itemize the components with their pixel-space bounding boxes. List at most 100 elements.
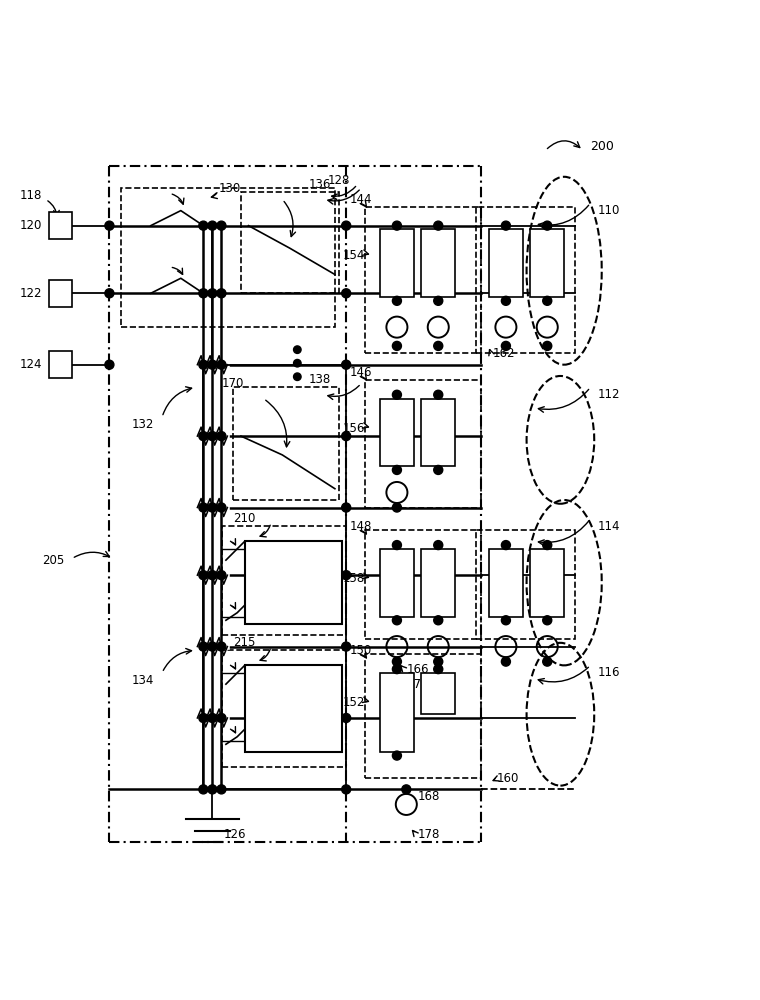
Text: 124: 124 bbox=[19, 358, 42, 371]
Text: 150: 150 bbox=[350, 644, 372, 657]
Text: 162: 162 bbox=[492, 347, 515, 360]
Circle shape bbox=[217, 785, 226, 794]
Circle shape bbox=[392, 665, 401, 674]
Text: 128: 128 bbox=[328, 174, 350, 187]
Bar bbox=[421, 229, 455, 297]
Bar bbox=[530, 549, 564, 617]
Circle shape bbox=[208, 432, 217, 441]
Circle shape bbox=[392, 616, 401, 625]
Circle shape bbox=[543, 341, 552, 350]
Text: 205: 205 bbox=[42, 554, 64, 567]
Circle shape bbox=[342, 289, 350, 298]
Circle shape bbox=[105, 360, 114, 369]
Circle shape bbox=[199, 503, 208, 512]
Text: 110: 110 bbox=[598, 204, 620, 217]
Text: 148: 148 bbox=[350, 520, 372, 533]
Circle shape bbox=[199, 360, 208, 369]
Circle shape bbox=[392, 465, 401, 474]
Circle shape bbox=[208, 503, 217, 512]
Circle shape bbox=[105, 289, 114, 298]
Circle shape bbox=[342, 360, 350, 369]
Text: 118: 118 bbox=[19, 189, 42, 202]
Circle shape bbox=[543, 657, 552, 666]
Bar bbox=[365, 207, 482, 353]
Circle shape bbox=[342, 571, 350, 580]
Circle shape bbox=[342, 221, 350, 230]
Bar bbox=[49, 280, 71, 307]
Text: 178: 178 bbox=[417, 828, 440, 841]
Circle shape bbox=[208, 289, 217, 298]
Circle shape bbox=[543, 296, 552, 305]
Circle shape bbox=[434, 665, 443, 674]
Circle shape bbox=[392, 503, 401, 512]
Text: 130: 130 bbox=[218, 182, 241, 195]
Bar bbox=[489, 229, 523, 297]
Bar bbox=[489, 549, 523, 617]
Text: 116: 116 bbox=[598, 666, 620, 679]
Circle shape bbox=[208, 642, 217, 651]
Circle shape bbox=[434, 541, 443, 550]
Bar bbox=[365, 654, 482, 778]
Bar bbox=[204, 365, 346, 789]
Bar bbox=[365, 380, 482, 508]
Circle shape bbox=[199, 713, 208, 722]
Bar bbox=[421, 673, 455, 714]
Text: 132: 132 bbox=[132, 418, 154, 431]
Text: 144: 144 bbox=[350, 193, 372, 206]
Text: 176: 176 bbox=[407, 678, 429, 691]
Bar bbox=[380, 399, 414, 466]
Circle shape bbox=[217, 642, 226, 651]
Bar bbox=[365, 530, 482, 639]
Circle shape bbox=[199, 785, 208, 794]
Circle shape bbox=[502, 221, 511, 230]
Circle shape bbox=[342, 785, 350, 794]
Circle shape bbox=[105, 221, 114, 230]
Circle shape bbox=[342, 713, 350, 722]
Text: 168: 168 bbox=[417, 790, 440, 803]
Text: 154: 154 bbox=[343, 249, 365, 262]
Circle shape bbox=[434, 657, 443, 666]
Text: 114: 114 bbox=[598, 520, 620, 533]
Circle shape bbox=[208, 713, 217, 722]
Circle shape bbox=[502, 616, 511, 625]
Text: 160: 160 bbox=[496, 772, 519, 785]
Circle shape bbox=[392, 221, 401, 230]
Text: 120: 120 bbox=[19, 219, 42, 232]
Text: 134: 134 bbox=[132, 674, 154, 687]
Bar bbox=[530, 229, 564, 297]
Circle shape bbox=[208, 785, 217, 794]
Circle shape bbox=[434, 390, 443, 399]
Circle shape bbox=[502, 341, 511, 350]
Circle shape bbox=[342, 503, 350, 512]
Circle shape bbox=[293, 373, 301, 380]
Circle shape bbox=[217, 360, 226, 369]
Circle shape bbox=[217, 221, 226, 230]
Text: 156: 156 bbox=[343, 422, 365, 435]
Bar bbox=[421, 549, 455, 617]
Circle shape bbox=[217, 503, 226, 512]
Bar bbox=[241, 192, 339, 293]
Bar bbox=[222, 526, 346, 635]
Circle shape bbox=[543, 616, 552, 625]
Bar bbox=[121, 188, 335, 327]
Bar bbox=[49, 351, 71, 378]
Circle shape bbox=[199, 289, 208, 298]
Circle shape bbox=[208, 571, 217, 580]
Bar bbox=[477, 207, 575, 353]
Text: 170: 170 bbox=[222, 377, 245, 390]
Bar bbox=[245, 541, 343, 624]
Circle shape bbox=[434, 221, 443, 230]
Bar bbox=[49, 212, 71, 239]
Bar bbox=[477, 530, 575, 639]
Bar bbox=[380, 549, 414, 617]
Text: 136: 136 bbox=[309, 178, 331, 191]
Circle shape bbox=[502, 657, 511, 666]
Circle shape bbox=[217, 289, 226, 298]
Circle shape bbox=[392, 751, 401, 760]
Text: 166: 166 bbox=[407, 663, 429, 676]
Text: 152: 152 bbox=[343, 696, 365, 709]
Circle shape bbox=[434, 341, 443, 350]
Circle shape bbox=[217, 571, 226, 580]
Text: 200: 200 bbox=[591, 140, 614, 153]
Text: 158: 158 bbox=[343, 572, 365, 585]
